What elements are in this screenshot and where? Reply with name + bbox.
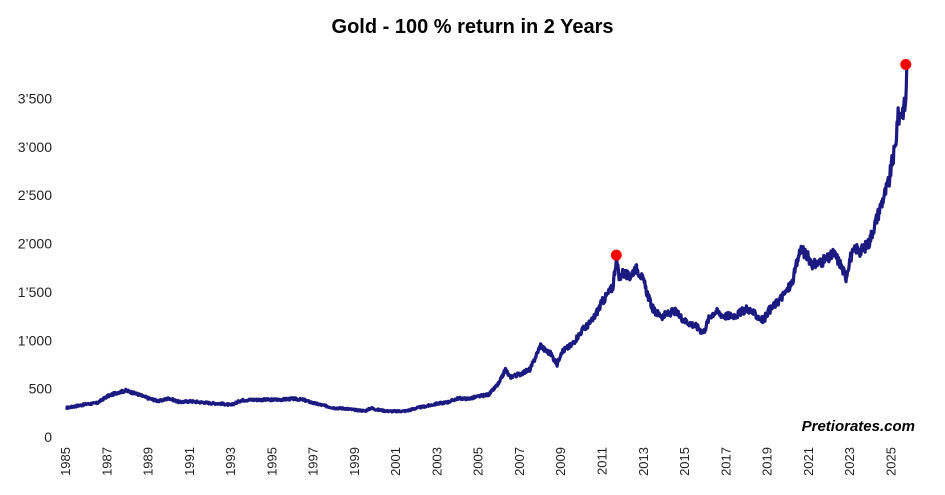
y-tick-label: 1’500 [18, 284, 52, 300]
x-tick-label: 1995 [264, 447, 279, 476]
y-tick-label: 500 [29, 381, 53, 397]
highlight-point [900, 59, 912, 71]
x-tick-label: 2011 [594, 447, 609, 475]
x-tick-label: 2001 [388, 447, 403, 476]
y-tick-label: 2’000 [18, 236, 52, 252]
x-tick-label: 1987 [99, 447, 114, 476]
y-axis: 0 500 1’000 1’500 2’000 2’500 3’000 3’500 [18, 90, 52, 445]
x-tick-label: 2025 [883, 447, 898, 476]
x-tick-label: 2019 [760, 447, 775, 476]
x-tick-label: 1989 [141, 447, 156, 476]
y-tick-label: 0 [44, 429, 52, 445]
gold-price-line [64, 64, 909, 414]
x-tick-label: 1999 [347, 447, 362, 476]
chart-title: Gold - 100 % return in 2 Years [331, 16, 614, 38]
x-tick-label: 2015 [677, 447, 692, 476]
y-tick-label: 3’000 [18, 139, 52, 155]
highlight-layer [610, 59, 912, 261]
y-tick-label: 1’000 [18, 332, 52, 348]
watermark: Pretiorates.com [801, 418, 915, 435]
x-tick-label: 1991 [182, 447, 197, 476]
x-tick-label: 2009 [553, 447, 568, 476]
x-tick-label: 1985 [58, 447, 73, 476]
x-tick-label: 1997 [306, 447, 321, 476]
y-tick-label: 3’500 [18, 90, 52, 106]
series-layer [64, 64, 909, 414]
y-tick-label: 2’500 [18, 187, 52, 203]
x-tick-label: 1993 [223, 447, 238, 476]
x-tick-label: 2017 [718, 447, 733, 476]
x-tick-label: 2003 [429, 447, 444, 476]
highlight-point [610, 249, 622, 261]
x-tick-label: 2023 [842, 447, 857, 476]
x-tick-label: 2021 [801, 447, 816, 476]
x-tick-label: 2007 [512, 447, 527, 476]
x-tick-label: 2005 [471, 447, 486, 476]
x-tick-label: 2013 [636, 447, 651, 476]
x-axis: 1985 1987 1989 1991 1993 1995 1997 1999 2001 2003… [58, 447, 898, 476]
